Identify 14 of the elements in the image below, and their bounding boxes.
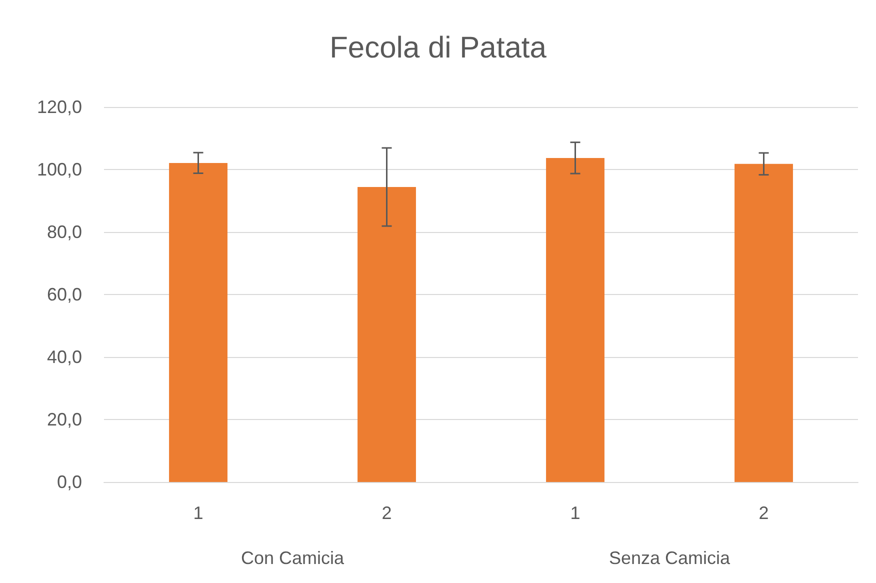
y-tick-label: 80,0 [46,222,82,242]
y-tick-label: 100,0 [36,160,82,180]
chart-title: Fecola di Patata [330,32,547,64]
text: Con Camicia [240,548,345,568]
x-tick-label: 2 [758,503,769,523]
y-tick-label: 20,0 [46,410,82,430]
x-tick-label: 1 [193,503,204,523]
y-tick-label: 60,0 [46,284,82,304]
y-tick-label: 40,0 [46,347,82,367]
y-tick-label: 120,0 [36,97,82,117]
x-tick-label: 2 [382,503,392,523]
x-tick-label: 1 [570,503,580,523]
text: Senza Camicia [608,548,732,568]
y-tick-label: 0,0 [56,472,82,492]
